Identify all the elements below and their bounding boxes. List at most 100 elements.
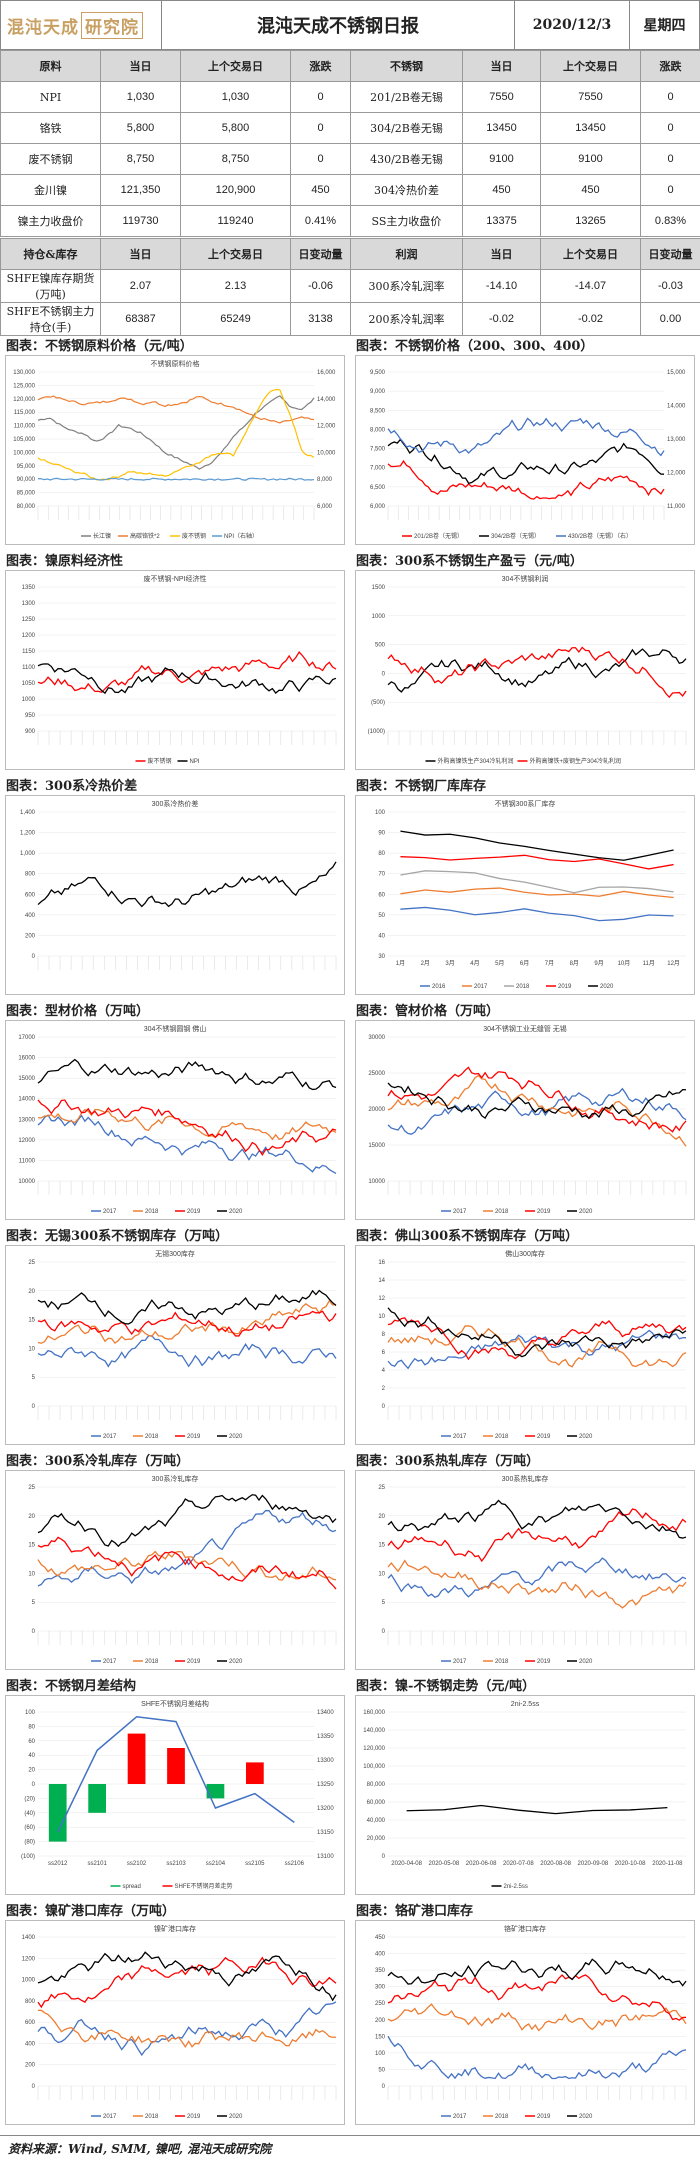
table-cell: SHFE不锈钢主力持仓(手) [0,302,101,336]
legend-label: 2018 [145,1434,159,1440]
legend-label: 2017 [453,1434,467,1440]
y-tick-label: 6,000 [370,504,386,510]
chart-panel: 废不锈钢-NPI经济性 1350 1300 1250 1200 1150 1100 1050 1… [5,570,345,770]
chart-title: 佛山300库存 [505,1249,545,1258]
legend-label: NPI（右轴） [224,532,258,540]
section-title-row: 图表：型材价格（万吨） 图表：管材价格（万吨） [0,998,700,1020]
chart-panel: 304不锈钢圆钢 佛山 17000 16000 15000 14000 13000 1200… [5,1020,345,1220]
y-tick-label: 130,000 [13,370,35,376]
y-tick-label: 7,000 [370,466,386,472]
y-tick-label: 12 [378,1296,385,1302]
chart-title: 304不锈钢圆钢 佛山 [144,1024,207,1033]
section-title: 图表：镍-不锈钢走势（元/吨） [356,1678,536,1694]
series-line [400,887,674,899]
table-cell: 7550 [540,81,641,113]
y-tick-label: 160,000 [363,1710,385,1716]
table-row: NPI 1,030 1,030 0 201/2B卷无锡 7550 7550 0 [0,81,700,113]
series-line [400,830,674,861]
y-tick-label: (40) [24,1811,35,1817]
legend-label: 2018 [495,2114,509,2120]
table-cell: 0.83% [640,205,700,237]
legend-label: 2019 [558,984,572,990]
y-tick-label: 6,500 [370,485,386,491]
y-tick-label: 80 [28,1724,35,1730]
table-cell: SS主力收盘价 [350,205,463,237]
x-tick-label: 2020-11-08 [652,1861,683,1867]
y-tick-label: 60 [378,892,385,898]
chart-svg: 镍矿港口库存 1400 1200 1000 800 600 400 200 0 2017 2018 2… [22,1924,337,2120]
y-tick-label: 80,000 [367,1782,386,1788]
section-title: 图表：无锡300系不锈钢库存（万吨） [6,1228,229,1244]
y-tick-label: 2 [382,1386,386,1392]
x-tick-label: 2020-09-08 [578,1861,609,1867]
section-title: 图表：不锈钢厂库库存 [356,778,487,794]
y-tick-label: 11000 [19,1158,36,1164]
y-tick-label: 800 [25,872,36,878]
y-tick-label: 125,000 [13,383,35,389]
report-title: 混沌天成不锈钢日报 [161,1,514,49]
table-cell: -0.02 [462,302,541,336]
series-line [387,1329,687,1370]
series-line [37,1310,337,1337]
table-cell: 0.41% [290,205,351,237]
legend-label: 2019 [187,1434,201,1440]
y-tick-label: 10 [28,1346,35,1352]
y-tick-label: 15000 [368,1143,385,1149]
x-tick-label: 2020-10-08 [615,1861,646,1867]
y-tick-label: 1000 [22,1978,36,1984]
y-tick-label: 30000 [368,1035,385,1041]
y-tick-label: 85,000 [17,491,36,497]
x-tick-label: 2020-08-08 [540,1861,571,1867]
legend-label: 2019 [187,1659,201,1665]
y-tick-label: 1350 [22,585,36,591]
legend-label: 2017 [453,1209,467,1215]
y-tick-label: 6 [382,1350,386,1356]
y2-tick-label: 14,000 [667,404,686,410]
chart-title: SHFE不锈钢月差结构 [141,1699,209,1708]
y-tick-label: 200 [25,2063,36,2069]
x-tick-label: 2020-04-08 [391,1861,422,1867]
y-tick-label: 250 [375,2001,386,2007]
chart-svg: 304不锈钢利润 1500 1000 500 0 (500) (1000) 外购高镍铁生产30… [368,574,687,765]
y-tick-label: 1500 [372,585,386,591]
table-cell: -0.06 [290,269,351,303]
y-tick-label: 40 [28,1753,35,1759]
table-cell: 65249 [180,302,291,336]
y-tick-label: 115,000 [14,410,36,416]
series-line [37,1956,337,2009]
series-line [387,1074,687,1147]
chart-panel: 300系冷热价差 1,400 1,200 1,000 800 600 400 200 0 [5,795,345,995]
source-footer: 资料来源：Wind, SMM, 镍吧, 混沌天成研究院 [0,2135,700,2160]
y-tick-label: 100,000 [13,450,35,456]
table-row: 镍主力收盘价 119730 119240 0.41% SS主力收盘价 13375 13265… [0,205,700,237]
legend-label: 2017 [103,1209,117,1215]
series-line [37,1494,337,1548]
series-line [387,2035,687,2080]
series-line [37,1536,337,1590]
y-tick-label: 0 [32,1404,36,1410]
table-cell: 430/2B卷无锡 [350,143,463,175]
chart-title: 不锈钢300系厂库存 [495,799,556,808]
y-tick-label: 1,400 [20,810,36,816]
chart-panel: 300系冷轧库存 25 20 15 10 5 0 2017 2018 2019 2020 [5,1470,345,1670]
y-tick-label: 10000 [18,1179,35,1185]
y-tick-label: 25000 [368,1071,385,1077]
table-header: 当日 [100,238,181,270]
series-line [387,2003,687,2032]
y-tick-label: 950 [25,713,36,719]
y-tick-label: 150 [375,2034,386,2040]
chart-title: 废不锈钢-NPI经济性 [144,574,207,583]
y-tick-label: 0 [32,1629,36,1635]
chart-panel: 不锈钢300系厂库存 100 90 80 70 60 50 40 30 1月 2月 3月 4月 5月 6月 7… [355,795,695,995]
chart-panel: 无锡300库存 25 20 15 10 5 0 2017 2018 2019 2020 [5,1245,345,1445]
legend-label: 2020 [579,2114,593,2120]
table-header: 原料 [0,50,101,82]
chart-svg: 300系热轧库存 25 20 15 10 5 0 2017 2018 2019 2020 [378,1474,687,1665]
chart-title: 2ni-2.5ss [511,1701,540,1708]
table-cell: 废不锈钢 [0,143,101,175]
y-tick-label: 100 [25,1710,36,1716]
chart-title: 300系热轧库存 [502,1474,549,1483]
y-tick-label: 1300 [22,601,36,607]
legend-label: SHFE不锈钢月差走势 [175,1882,233,1890]
legend-label: 2018 [516,984,530,990]
